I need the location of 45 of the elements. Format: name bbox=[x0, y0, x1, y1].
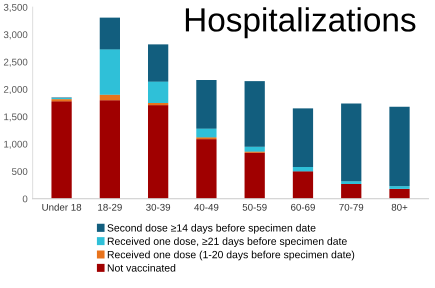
bar bbox=[100, 94, 120, 100]
bar bbox=[389, 186, 410, 189]
x-tick-label: 60-69 bbox=[291, 204, 315, 211]
legend-label: Not vaccinated bbox=[108, 264, 176, 272]
bar bbox=[148, 105, 168, 199]
x-tick-label: 70-79 bbox=[339, 204, 364, 211]
bar bbox=[244, 81, 265, 147]
x-tick-label: 40-49 bbox=[194, 204, 218, 211]
y-tick-label: 1,500 bbox=[4, 113, 28, 122]
bar bbox=[341, 184, 362, 199]
bar bbox=[100, 18, 120, 50]
bar bbox=[196, 80, 217, 129]
bar bbox=[341, 104, 362, 182]
legend-label: Received one dose (1-20 days before specimen date) bbox=[108, 250, 354, 260]
x-tick-label: 18-29 bbox=[98, 204, 122, 211]
bar bbox=[389, 106, 410, 186]
x-tick-label: Under 18 bbox=[42, 204, 82, 211]
bar bbox=[148, 44, 168, 82]
bar bbox=[389, 188, 410, 199]
bar bbox=[292, 171, 314, 199]
bar bbox=[244, 152, 265, 199]
legend-label: Received one dose, ≥21 days before specimen date bbox=[108, 237, 347, 247]
y-tick-label: 1,000 bbox=[4, 140, 28, 149]
bar bbox=[51, 101, 72, 199]
x-tick-label: 80+ bbox=[392, 204, 408, 211]
bar bbox=[100, 100, 120, 199]
chart-title: Hospitalizations bbox=[186, 7, 416, 38]
y-tick-label: 2,000 bbox=[4, 86, 28, 94]
y-tick-label: 3,000 bbox=[4, 31, 28, 40]
bar bbox=[196, 128, 217, 138]
y-tick-label: 2,500 bbox=[4, 58, 28, 67]
x-tick-label: 30-39 bbox=[146, 204, 170, 211]
bar bbox=[148, 102, 168, 106]
y-tick-label: 0 bbox=[22, 195, 28, 202]
bar bbox=[292, 166, 314, 172]
bar bbox=[244, 146, 265, 152]
bar bbox=[196, 139, 217, 199]
y-tick-label: 500 bbox=[12, 168, 28, 175]
bar bbox=[341, 181, 362, 184]
legend-label: Second dose ≥14 days before specimen date bbox=[107, 224, 316, 234]
bar bbox=[292, 108, 314, 167]
x-tick-label: 50-59 bbox=[242, 204, 267, 211]
bar bbox=[148, 82, 168, 103]
y-tick-label: 3,500 bbox=[4, 4, 28, 12]
bar bbox=[100, 49, 120, 95]
